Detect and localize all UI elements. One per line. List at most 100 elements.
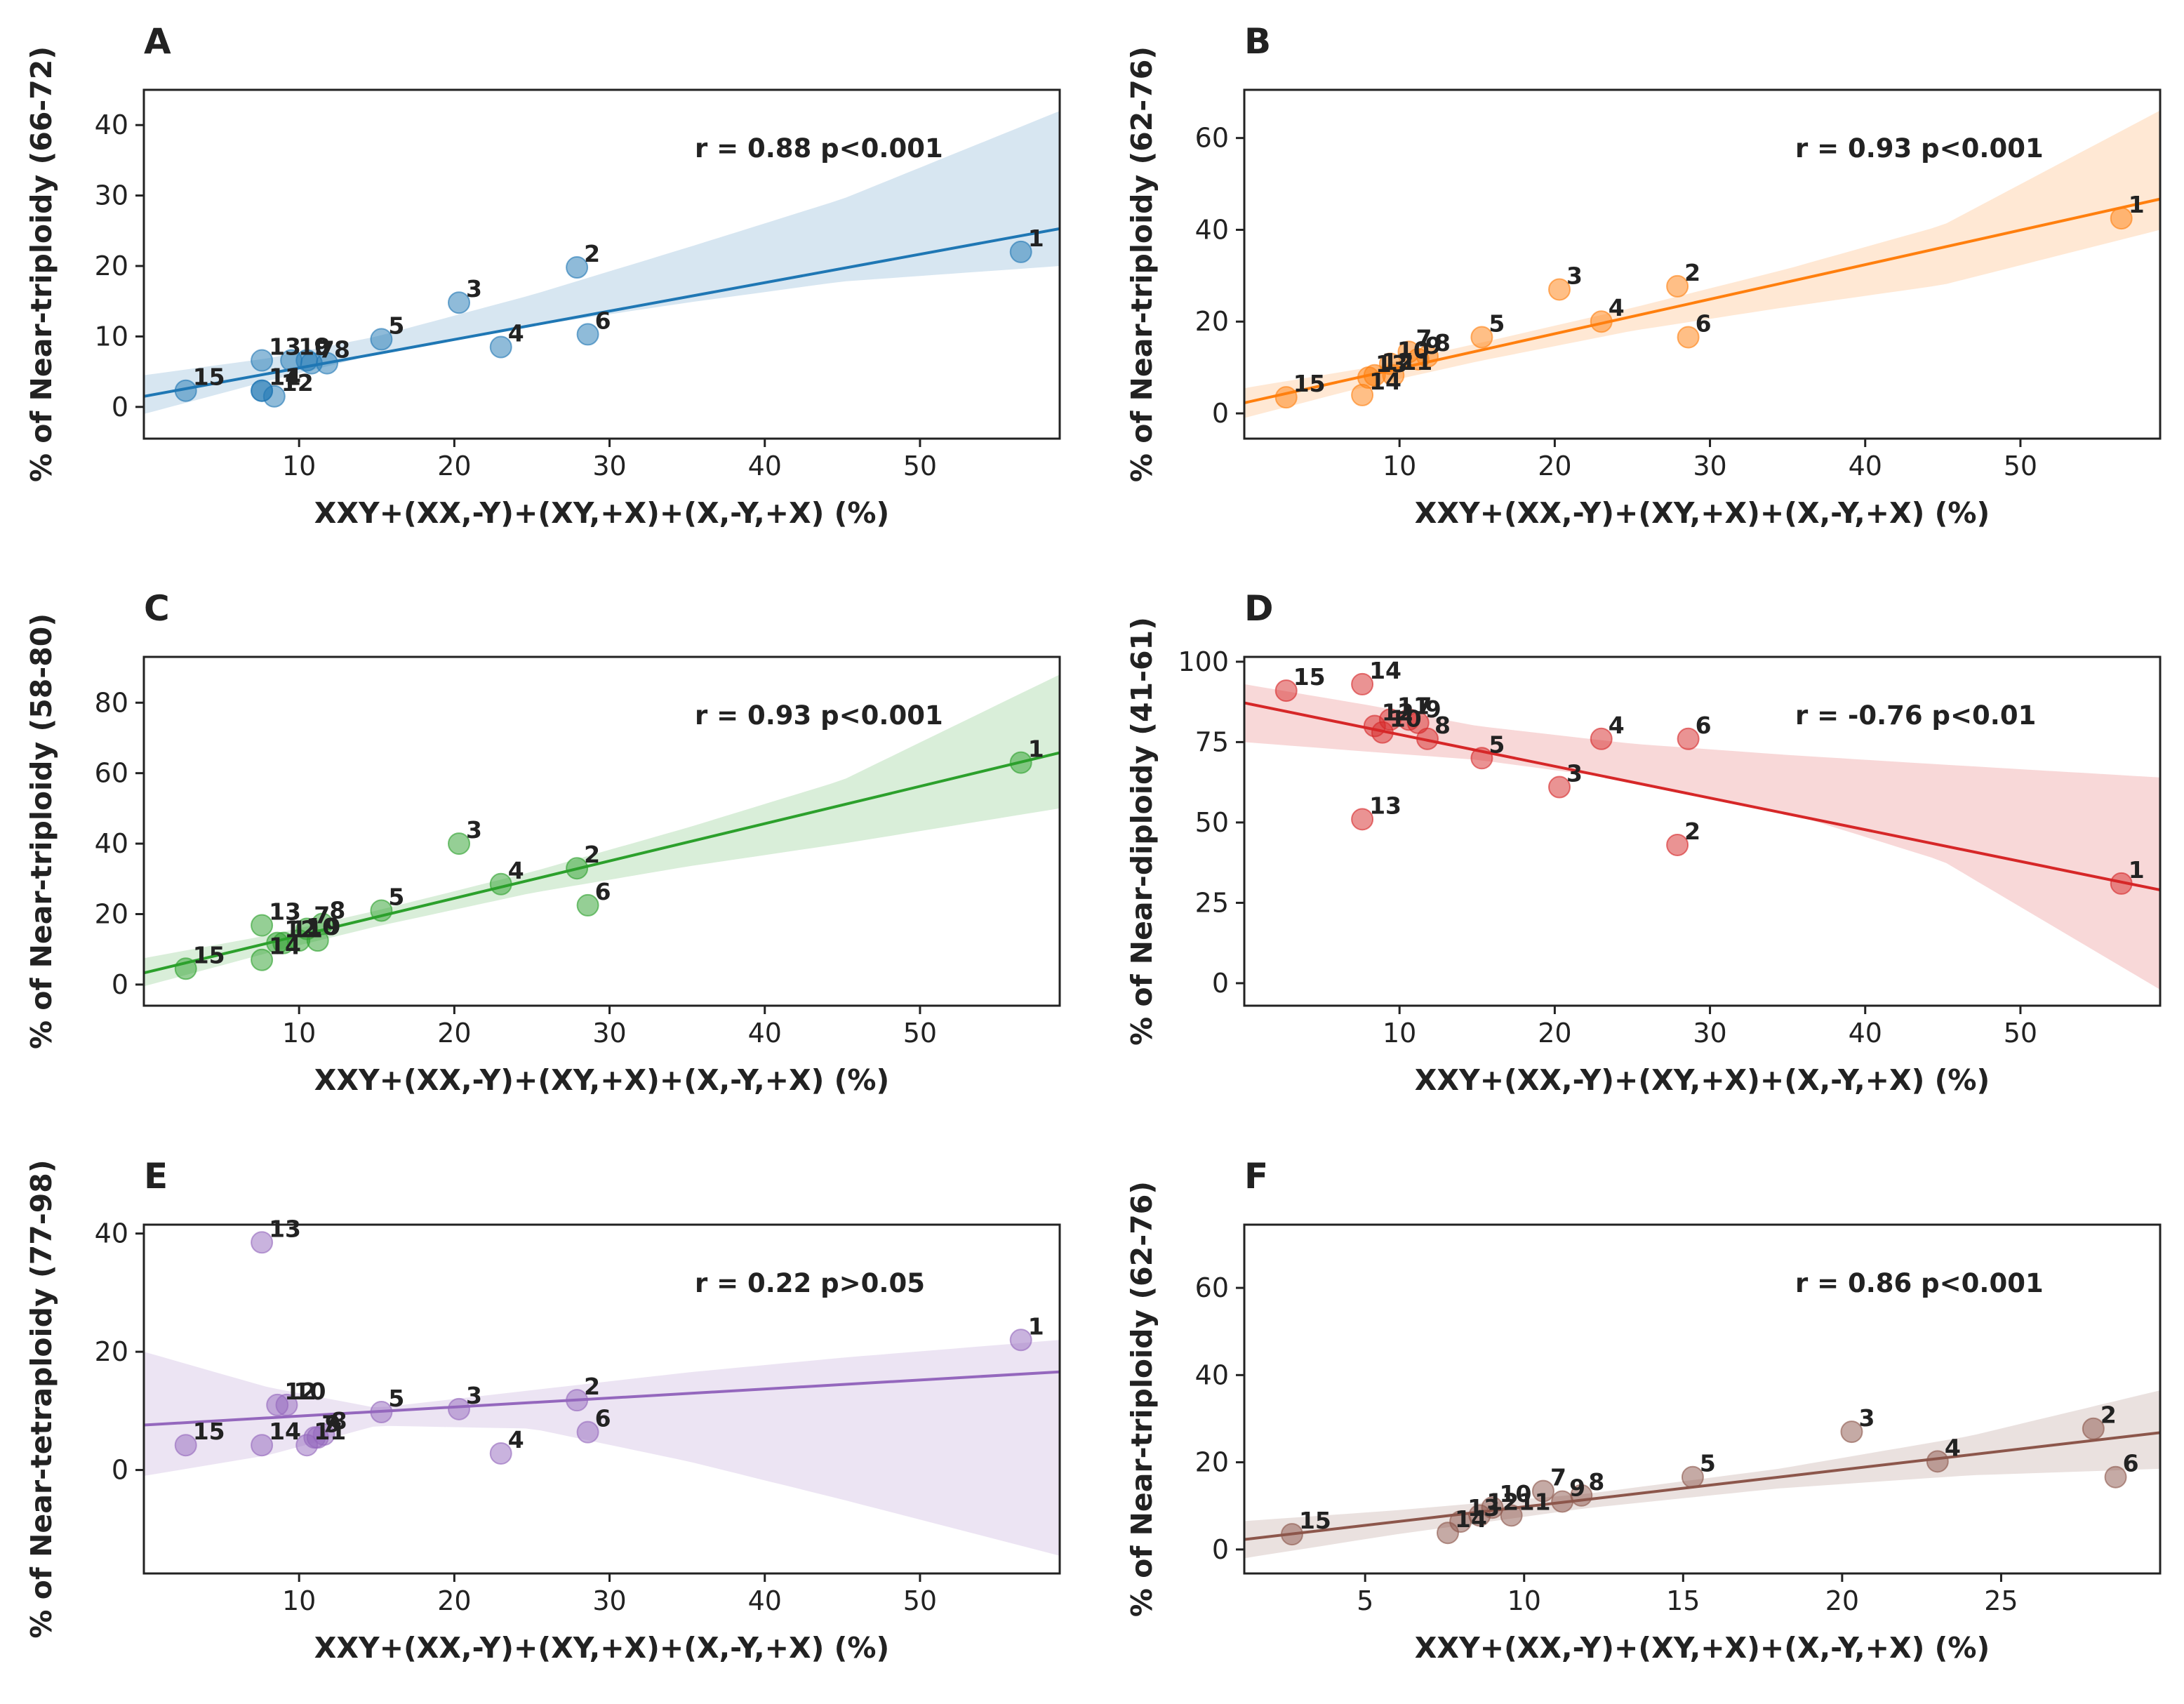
point-label: 8 bbox=[334, 336, 350, 364]
x-tick-label: 10 bbox=[1383, 1018, 1416, 1049]
y-tick-label: 20 bbox=[95, 251, 128, 281]
point-label: 5 bbox=[388, 883, 404, 910]
point-label: 3 bbox=[466, 275, 482, 302]
y-tick-label: 40 bbox=[95, 1218, 128, 1249]
point-label: 13 bbox=[269, 898, 301, 926]
confidence-band bbox=[144, 674, 1060, 987]
data-point bbox=[1666, 833, 1689, 856]
point-label: 9 bbox=[314, 333, 330, 361]
regression-line bbox=[144, 1370, 1060, 1427]
x-tick-label: 10 bbox=[282, 1018, 316, 1049]
y-tick-label: 40 bbox=[95, 109, 128, 140]
data-point bbox=[266, 931, 289, 954]
y-tick-label: 50 bbox=[1195, 807, 1229, 838]
data-point bbox=[1551, 1490, 1574, 1513]
point-label: 15 bbox=[193, 941, 225, 969]
point-label: 14 bbox=[269, 364, 301, 391]
plot-frame bbox=[1243, 88, 2162, 440]
point-label: 11 bbox=[314, 1418, 346, 1445]
stat-annotation: r = 0.22 p>0.05 bbox=[695, 1268, 925, 1298]
x-tick-label: 30 bbox=[592, 451, 626, 481]
point-label: 14 bbox=[269, 933, 301, 960]
panel-letter: A bbox=[144, 21, 171, 62]
x-tick-label: 40 bbox=[1849, 1018, 1882, 1049]
point-label: 6 bbox=[595, 878, 611, 905]
data-point bbox=[295, 1434, 319, 1457]
data-point bbox=[1666, 274, 1689, 298]
data-point bbox=[251, 379, 274, 402]
point-label: 11 bbox=[269, 364, 301, 391]
x-tick-label: 50 bbox=[903, 451, 937, 481]
point-label: 11 bbox=[1519, 1488, 1551, 1515]
data-point bbox=[566, 1389, 589, 1412]
point-label: 8 bbox=[1434, 712, 1451, 739]
point-label: 3 bbox=[466, 1382, 482, 1409]
data-point bbox=[489, 1442, 512, 1465]
data-point bbox=[1681, 1465, 1704, 1489]
data-point bbox=[1470, 747, 1493, 770]
data-point bbox=[1406, 711, 1430, 734]
x-tick-label: 50 bbox=[903, 1585, 937, 1616]
point-label: 4 bbox=[508, 857, 524, 884]
x-axis-title: XXY+(XX,-Y)+(XY,+X)+(X,-Y,+X) (%) bbox=[314, 1063, 889, 1097]
point-label: 1 bbox=[1028, 735, 1044, 763]
data-point bbox=[1677, 727, 1700, 750]
y-tick-label: 0 bbox=[112, 969, 128, 1000]
data-point bbox=[1548, 278, 1571, 301]
point-label: 8 bbox=[331, 1407, 347, 1435]
point-label: 15 bbox=[193, 364, 225, 391]
y-tick-label: 60 bbox=[95, 758, 128, 789]
data-point bbox=[1009, 240, 1032, 263]
data-point bbox=[1280, 1523, 1303, 1546]
point-label: 2 bbox=[584, 1373, 600, 1400]
x-tick-label: 40 bbox=[748, 1585, 782, 1616]
y-tick-label: 0 bbox=[1212, 1534, 1229, 1565]
point-label: 7 bbox=[1416, 692, 1432, 719]
data-point bbox=[1274, 386, 1298, 409]
point-label: 11 bbox=[1400, 348, 1432, 375]
point-label: 6 bbox=[595, 1405, 611, 1432]
confidence-band bbox=[1244, 684, 2160, 990]
point-label: 12 bbox=[284, 916, 317, 943]
point-label: 10 bbox=[1397, 336, 1430, 364]
point-label: 3 bbox=[466, 816, 482, 844]
data-point bbox=[1590, 310, 1613, 333]
point-label: 15 bbox=[1299, 1507, 1331, 1534]
y-axis-title: % of Near-triploidy (62-76) bbox=[1125, 1181, 1159, 1617]
point-label: 6 bbox=[2123, 1450, 2139, 1477]
x-tick-label: 20 bbox=[1538, 1018, 1571, 1049]
data-point bbox=[1926, 1450, 1949, 1473]
point-label: 3 bbox=[1566, 760, 1583, 787]
stat-annotation: r = 0.86 p<0.001 bbox=[1795, 1268, 2044, 1298]
data-point bbox=[370, 328, 393, 351]
y-tick-label: 20 bbox=[95, 898, 128, 929]
data-point bbox=[576, 893, 599, 917]
point-label: 13 bbox=[1467, 1494, 1500, 1522]
data-point bbox=[1009, 1329, 1032, 1352]
y-axis-title: % of Near-triploidy (58-80) bbox=[25, 613, 58, 1049]
x-tick-label: 40 bbox=[748, 451, 782, 481]
point-label: 5 bbox=[388, 312, 404, 339]
x-tick-label: 5 bbox=[1357, 1585, 1373, 1616]
x-tick-label: 30 bbox=[1693, 1018, 1726, 1049]
x-tick-label: 20 bbox=[437, 1585, 471, 1616]
x-axis-title: XXY+(XX,-Y)+(XY,+X)+(X,-Y,+X) (%) bbox=[314, 496, 889, 530]
plot-frame bbox=[1243, 1223, 2162, 1575]
point-label: 13 bbox=[1369, 792, 1401, 819]
point-label: 11 bbox=[291, 916, 323, 943]
y-tick-label: 60 bbox=[1195, 123, 1229, 154]
data-point bbox=[370, 899, 393, 922]
panel-letter: F bbox=[1244, 1156, 1268, 1197]
data-point bbox=[1590, 727, 1613, 750]
stat-annotation: r = 0.88 p<0.001 bbox=[695, 133, 943, 164]
data-point bbox=[2082, 1417, 2105, 1440]
point-label: 9 bbox=[1569, 1474, 1585, 1501]
point-label: 2 bbox=[1684, 259, 1700, 286]
y-axis-title: % of Near-triploidy (66-72) bbox=[25, 46, 58, 482]
y-tick-label: 10 bbox=[95, 321, 128, 352]
y-tick-label: 0 bbox=[1212, 398, 1229, 429]
stat-annotation: r = -0.76 p<0.01 bbox=[1795, 700, 2036, 731]
x-tick-label: 30 bbox=[1693, 451, 1726, 481]
panel-letter: C bbox=[144, 588, 170, 629]
